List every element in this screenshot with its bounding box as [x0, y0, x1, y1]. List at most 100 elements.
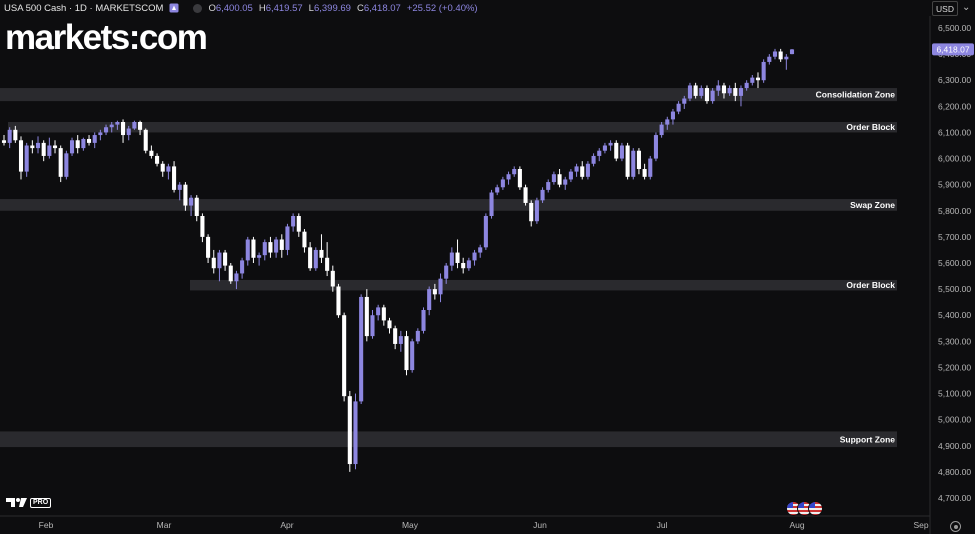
- candle-body: [580, 166, 585, 177]
- candle-body: [619, 145, 624, 159]
- candle-body: [574, 166, 579, 172]
- candle-body: [211, 257, 216, 269]
- candle-body: [69, 140, 75, 154]
- candle-body: [353, 401, 358, 465]
- candle-body: [35, 142, 41, 149]
- candle-body: [245, 239, 250, 261]
- candle-body: [393, 328, 398, 344]
- zone-label: Support Zone: [840, 434, 896, 444]
- candle-body: [279, 239, 284, 250]
- tradingview-logo: PRO: [6, 497, 52, 508]
- candle-body: [744, 82, 749, 89]
- tradingview-icon: [6, 498, 27, 507]
- price-tick-label: 5,900.00: [938, 180, 971, 190]
- time-tick-label: Mar: [157, 520, 172, 530]
- symbol-title[interactable]: USA 500 Cash · 1D · MARKETSCOM: [4, 2, 164, 14]
- candle-body: [75, 140, 80, 149]
- time-tick-label: Apr: [280, 520, 293, 530]
- candle-body: [421, 310, 426, 331]
- close-value: 6,418.07: [363, 2, 401, 14]
- candle-body: [64, 153, 69, 177]
- candle-body: [546, 182, 551, 190]
- candle-body: [449, 252, 454, 266]
- candle-body: [359, 296, 364, 402]
- candle-body: [699, 88, 704, 96]
- candle-body: [387, 320, 392, 329]
- candle-body: [30, 145, 35, 149]
- bell-icon[interactable]: [169, 3, 179, 13]
- candle-body: [330, 270, 335, 287]
- market-status-dot-icon: [193, 3, 203, 13]
- markets-com-logo: markets:com: [5, 18, 208, 57]
- zone-band: [0, 199, 897, 211]
- candle-body: [143, 129, 148, 151]
- candle-body: [517, 169, 522, 188]
- candle-body: [738, 88, 744, 96]
- chevron-down-icon[interactable]: ⌄: [962, 2, 971, 13]
- zone-band: [0, 431, 897, 448]
- candle-body: [285, 226, 290, 250]
- price-tick-label: 4,700.00: [938, 493, 971, 503]
- candle-body: [313, 249, 318, 269]
- candle-body: [551, 174, 556, 183]
- last-price-tag: [932, 43, 974, 56]
- price-tick-label: 5,000.00: [938, 415, 971, 425]
- candle-body: [115, 122, 120, 125]
- candle-body: [710, 90, 715, 102]
- candle-body: [274, 239, 279, 253]
- candle-body: [716, 85, 721, 91]
- candle-body: [682, 98, 687, 104]
- candle-body: [455, 252, 460, 263]
- zone-label: Order Block: [846, 280, 895, 290]
- candle-body: [398, 336, 403, 344]
- candle-body: [591, 155, 596, 164]
- candle-body: [478, 247, 483, 253]
- candle-body: [410, 341, 415, 371]
- candle-body: [472, 252, 477, 261]
- economic-events[interactable]: [786, 501, 823, 516]
- price-tick-label: 6,200.00: [938, 101, 971, 111]
- candle-body: [648, 158, 653, 177]
- last-price-label: 6,418.07: [936, 44, 969, 54]
- price-tick-label: 6,000.00: [938, 154, 971, 164]
- candle-body: [149, 150, 154, 156]
- open-value: 6,400.05: [215, 2, 253, 14]
- candle-body: [568, 171, 573, 180]
- candle-body: [52, 145, 58, 149]
- candle-body: [251, 239, 256, 258]
- price-tick-label: 5,400.00: [938, 310, 971, 320]
- candle-body: [18, 140, 24, 172]
- gear-icon[interactable]: [950, 521, 961, 532]
- candle-body: [347, 396, 352, 465]
- currency-selector[interactable]: USD: [932, 1, 958, 16]
- zone-label: Order Block: [846, 122, 895, 132]
- candle-body: [495, 187, 500, 193]
- candle-body: [166, 166, 171, 172]
- us-flag-icon[interactable]: [808, 501, 823, 516]
- price-tick-label: 6,300.00: [938, 75, 971, 85]
- zone-label: Consolidation Zone: [816, 90, 896, 100]
- zone-band: [190, 279, 897, 291]
- price-tick-label: 5,500.00: [938, 284, 971, 294]
- candle-body: [58, 148, 63, 177]
- candle-body: [721, 85, 727, 94]
- candle-body: [342, 315, 347, 397]
- candle-body: [98, 132, 103, 136]
- candle-body: [336, 286, 341, 316]
- candle-body: [262, 242, 267, 256]
- candle-body: [234, 273, 239, 282]
- candle-body: [653, 135, 658, 159]
- candle-body: [642, 169, 647, 177]
- candle-body: [512, 169, 517, 175]
- candle-body: [563, 179, 568, 185]
- candle-body: [784, 56, 789, 60]
- candle-body: [415, 330, 420, 342]
- open-label: O: [208, 2, 216, 14]
- close-label: C: [356, 2, 364, 14]
- candle-body: [138, 122, 143, 130]
- candle-body: [13, 129, 18, 141]
- candle-body: [364, 296, 369, 337]
- low-value: 6,399.69: [313, 2, 351, 14]
- candle-body: [308, 247, 313, 269]
